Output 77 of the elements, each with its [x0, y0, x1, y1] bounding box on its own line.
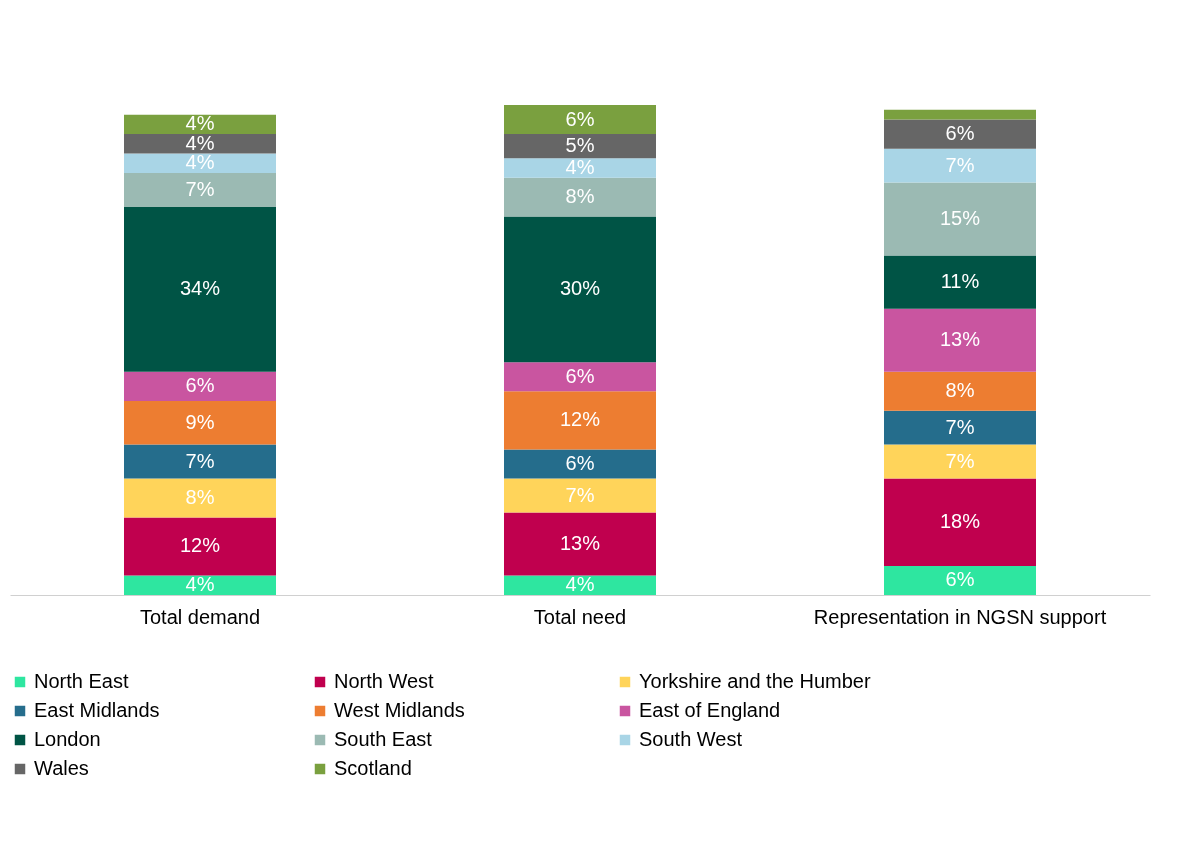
bar: [124, 114, 276, 135]
data-label: 7%: [565, 483, 595, 506]
bar: [884, 148, 1036, 183]
bar: [504, 105, 656, 135]
bar: [884, 565, 1036, 595]
data-label: 15%: [939, 207, 981, 230]
bar: [884, 109, 1036, 120]
data-label: 6%: [945, 122, 975, 145]
bar: [124, 400, 276, 445]
data-label: 4%: [565, 156, 595, 179]
bar: [884, 478, 1036, 566]
bar: [124, 517, 276, 576]
bar: [124, 371, 276, 401]
legend-label: South West: [639, 728, 743, 750]
data-label: 18%: [939, 510, 981, 533]
data-label: 8%: [565, 185, 595, 208]
bar: [504, 449, 656, 479]
bar: [124, 206, 276, 372]
data-label: 7%: [185, 177, 215, 200]
bar: [884, 410, 1036, 445]
x-tick-label: Total need: [533, 605, 627, 628]
bar: [504, 391, 656, 450]
data-label: 9%: [185, 410, 215, 433]
bar: [884, 308, 1036, 372]
legend-label: Wales: [34, 757, 89, 779]
data-label: 6%: [185, 374, 215, 397]
legend-label: Yorkshire and the Humber: [639, 670, 871, 692]
bar: [884, 444, 1036, 479]
legend-label: South East: [334, 728, 433, 750]
bar: [504, 177, 656, 217]
data-label: 13%: [559, 532, 601, 555]
data-label: 8%: [945, 379, 975, 402]
bar: [124, 575, 276, 595]
legend-label: London: [34, 728, 101, 750]
data-label: 6%: [565, 452, 595, 475]
data-label: 5%: [565, 134, 595, 157]
data-label: 7%: [185, 449, 215, 472]
data-label: 4%: [565, 573, 595, 596]
bar: [884, 371, 1036, 411]
data-label: 4%: [185, 573, 215, 596]
data-label: 6%: [565, 107, 595, 130]
data-label: 12%: [559, 408, 601, 431]
legend-label: East of England: [639, 699, 781, 721]
data-label: 34%: [179, 277, 221, 300]
bar: [504, 134, 656, 159]
bar: [124, 444, 276, 479]
bar: [504, 575, 656, 595]
legend-label: East Midlands: [34, 699, 160, 721]
data-label: 30%: [559, 277, 601, 300]
legend-label: North East: [34, 670, 129, 692]
bar: [124, 153, 276, 173]
legend-label: Scotland: [334, 757, 412, 779]
data-label: 4%: [185, 151, 215, 174]
data-label: 6%: [945, 568, 975, 591]
bar: [884, 255, 1036, 309]
data-label: 7%: [945, 153, 975, 176]
bar: [124, 134, 276, 154]
x-tick-label: Total demand: [139, 605, 261, 628]
bar: [504, 216, 656, 363]
bar: [504, 512, 656, 576]
bar: [124, 478, 276, 518]
legend-label: North West: [334, 670, 435, 692]
data-label: 13%: [939, 328, 981, 351]
bar: [124, 172, 276, 207]
data-label: 12%: [179, 534, 221, 557]
legend-label: West Midlands: [334, 699, 465, 721]
bar: [884, 119, 1036, 149]
data-label: 11%: [940, 270, 980, 293]
x-tick-label: Representation in NGSN support: [813, 605, 1107, 628]
data-label: 7%: [945, 449, 975, 472]
bar: [504, 478, 656, 513]
data-label: 7%: [945, 415, 975, 438]
data-label: 8%: [185, 485, 215, 508]
data-label: 6%: [565, 364, 595, 387]
bar: [504, 158, 656, 178]
bar: [884, 182, 1036, 256]
bar: [504, 362, 656, 392]
